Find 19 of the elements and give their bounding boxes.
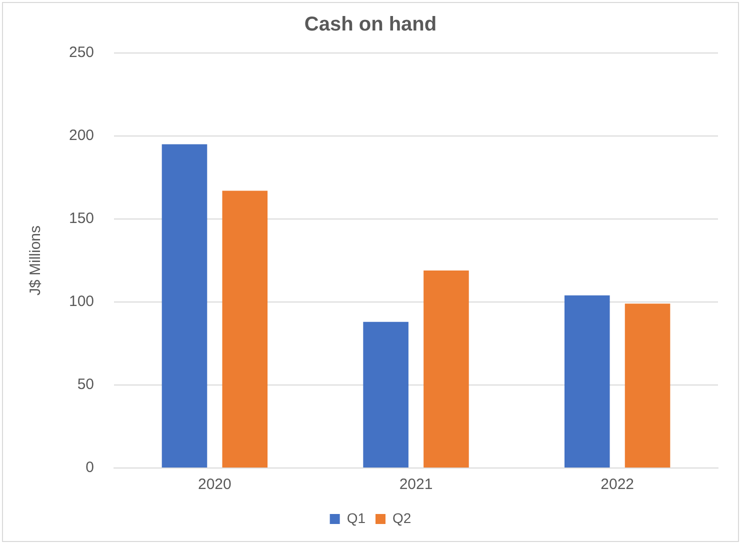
y-tick-label: 100	[68, 293, 94, 310]
bar	[424, 270, 469, 468]
chart-title: Cash on hand	[304, 14, 437, 36]
y-tick-label: 50	[77, 376, 94, 394]
y-tick-label: 150	[68, 210, 94, 228]
y-tick-label: 200	[68, 127, 94, 144]
bar	[564, 295, 610, 468]
legend-label: Q1	[346, 510, 366, 526]
bar	[624, 304, 670, 468]
x-tick-label: 2022	[600, 476, 634, 494]
x-tick-label: 2020	[198, 476, 232, 494]
y-tick-label: 250	[68, 44, 94, 62]
bar	[363, 322, 408, 468]
bar	[162, 144, 208, 468]
bar	[222, 190, 268, 468]
legend-label: Q2	[392, 510, 412, 526]
y-axis-title: J$ Millions	[27, 225, 44, 296]
x-tick-label: 2021	[399, 476, 433, 494]
y-tick-label: 0	[86, 459, 94, 476]
